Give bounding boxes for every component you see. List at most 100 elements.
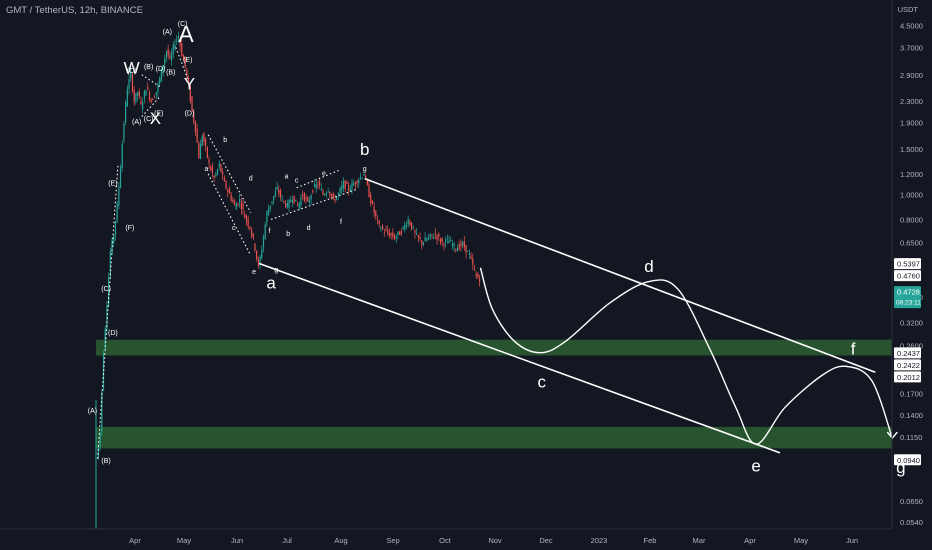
candle: [267, 208, 270, 216]
candle: [344, 180, 346, 189]
candle: [271, 201, 273, 203]
candle: [431, 234, 433, 236]
wave-label: (E): [154, 111, 163, 118]
candle: [356, 180, 358, 184]
candle: [125, 102, 127, 123]
candle: [188, 78, 190, 85]
candle: [421, 240, 423, 245]
candle: [404, 224, 406, 230]
candle: [364, 175, 367, 178]
wave-label: (D): [156, 66, 166, 73]
candle: [315, 184, 317, 189]
candle: [264, 224, 266, 239]
wave-label: b: [223, 137, 227, 144]
candle: [397, 231, 399, 235]
wave-label: W: [124, 59, 140, 78]
candle: [392, 232, 394, 238]
candle: [368, 184, 370, 198]
candle: [174, 44, 176, 49]
candle: [215, 173, 217, 176]
wave-label: (C): [144, 116, 154, 123]
candle: [179, 39, 181, 46]
candle: [176, 39, 178, 41]
candle: [412, 227, 414, 229]
candle: [106, 306, 108, 329]
candle: [135, 93, 137, 103]
candle: [416, 233, 418, 235]
y-tick-label: 0.1700: [900, 389, 923, 398]
candle: [456, 248, 459, 252]
candle: [341, 185, 343, 191]
candle: [302, 195, 304, 197]
wave-label: (A): [132, 119, 141, 126]
wave-label: X: [150, 109, 161, 128]
candle: [97, 445, 100, 459]
wave-label: c: [295, 177, 299, 184]
candle: [339, 188, 341, 193]
candle: [303, 192, 305, 201]
candle: [354, 182, 356, 185]
candle: [327, 191, 329, 193]
candle: [235, 204, 237, 210]
candle: [198, 143, 200, 159]
candle: [279, 190, 282, 197]
candle: [375, 210, 377, 216]
candle: [460, 243, 462, 247]
candle: [310, 195, 312, 200]
pattern-line: [141, 95, 161, 117]
y-tick-label: 2.3000: [900, 97, 923, 106]
candle: [109, 251, 111, 278]
candle: [378, 220, 380, 224]
candle: [414, 230, 416, 233]
candle: [370, 194, 372, 204]
channel-line: [364, 177, 876, 373]
candle: [159, 77, 161, 84]
candle: [278, 190, 280, 194]
candle: [108, 277, 110, 306]
candle: [252, 233, 254, 238]
candle: [450, 239, 452, 242]
y-tick-label: 0.6500: [900, 239, 923, 248]
x-tick-label: May: [794, 536, 808, 545]
candle: [347, 185, 350, 191]
candle: [463, 241, 465, 248]
candle: [101, 391, 103, 432]
candle: [247, 219, 249, 226]
pattern-line: [97, 164, 119, 459]
candle: [380, 229, 382, 231]
candle: [342, 181, 345, 188]
candle: [290, 200, 292, 203]
candle: [152, 98, 154, 101]
candle: [427, 236, 430, 240]
candle: [201, 136, 203, 146]
x-tick-label: Feb: [644, 536, 657, 545]
candle: [119, 166, 122, 189]
support-zone: [96, 426, 892, 449]
wave-label: (D): [185, 111, 195, 118]
candle: [358, 179, 360, 183]
candle: [160, 68, 162, 82]
candle: [407, 219, 409, 225]
candle: [382, 225, 384, 230]
candle: [467, 251, 469, 252]
candle: [286, 202, 288, 208]
channel-line: [258, 262, 781, 454]
candle: [116, 203, 118, 223]
price-badge: [894, 454, 921, 466]
x-tick-label: Mar: [693, 536, 706, 545]
candle: [99, 432, 101, 446]
candle: [351, 183, 353, 190]
candle: [257, 259, 259, 266]
candle: [422, 242, 425, 245]
candle: [147, 86, 149, 90]
candle: [269, 205, 271, 210]
candle: [131, 74, 134, 92]
candle: [296, 204, 299, 206]
candle: [249, 226, 251, 229]
x-tick-label: Jul: [282, 536, 292, 545]
price-badge: [894, 359, 921, 371]
price-badge: [894, 371, 921, 383]
